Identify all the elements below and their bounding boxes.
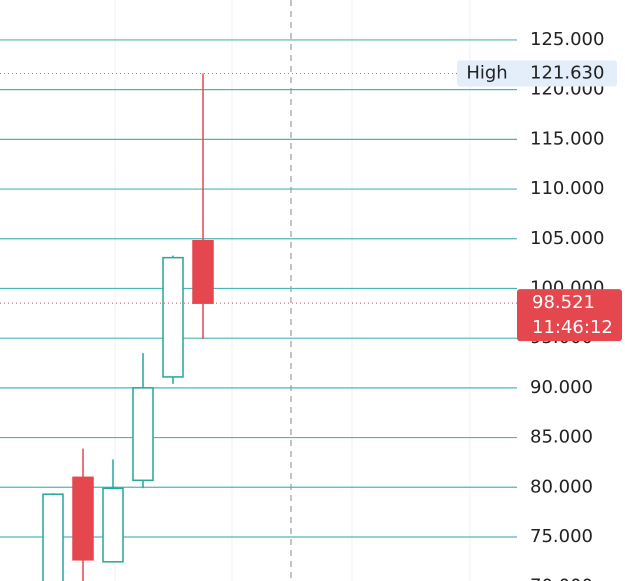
y-tick-label: 90.000 xyxy=(530,377,593,398)
y-tick-label: 85.000 xyxy=(530,427,593,448)
high-tag xyxy=(457,60,617,87)
candle-body xyxy=(72,476,94,561)
last-price-value: 98.521 xyxy=(532,292,595,313)
candle-body xyxy=(102,487,124,563)
candle-body xyxy=(42,493,64,581)
y-tick-label: 75.000 xyxy=(530,526,593,547)
countdown: 11:46:12 xyxy=(532,317,613,338)
candle-body xyxy=(192,239,214,304)
high-text: High xyxy=(466,62,507,83)
y-tick-label: 70.000 xyxy=(530,576,593,581)
y-tick-label: 80.000 xyxy=(530,476,593,497)
y-tick-label: 125.000 xyxy=(530,29,604,50)
y-tick-label: 105.000 xyxy=(530,228,604,249)
candle-body xyxy=(162,256,184,378)
y-tick-label: 110.000 xyxy=(530,178,604,199)
vertical-grid xyxy=(114,0,471,581)
last-price-tag xyxy=(517,289,622,342)
high-value: 121.630 xyxy=(530,62,604,83)
candle-body xyxy=(132,387,154,482)
y-tick-label: 115.000 xyxy=(530,128,604,149)
